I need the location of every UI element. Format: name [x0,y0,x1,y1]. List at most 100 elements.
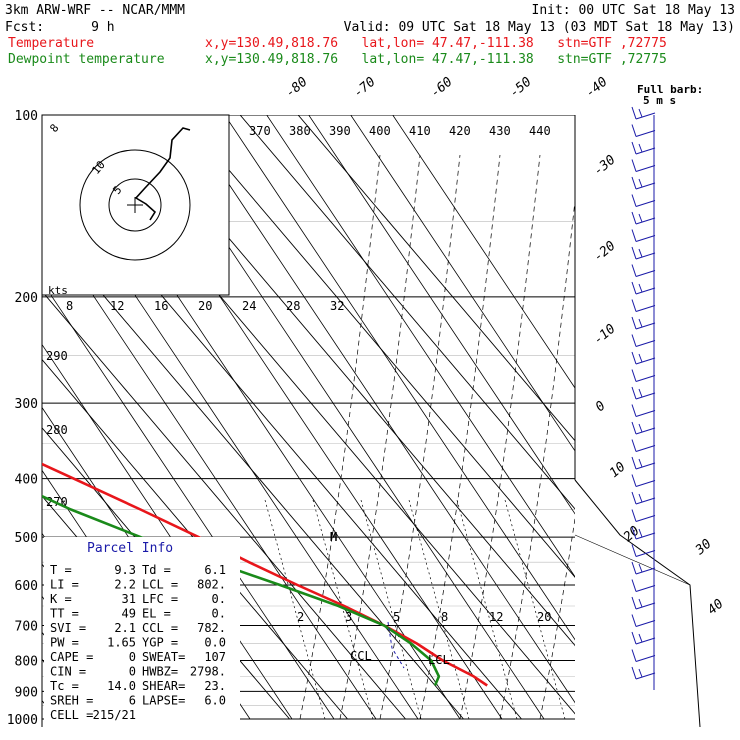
wind-barb-staff [635,112,656,120]
parcel-label-right: LFC = [142,592,178,606]
parcel-label-right: Td = [142,563,171,577]
dewpoint-profile [42,494,441,687]
moist-adiabat-line [539,516,575,720]
wind-barb-half [638,318,643,328]
wind-barb-flag [631,474,637,487]
theta-label: 400 [369,124,391,138]
wind-barb-flag [631,281,637,295]
mixing-ratio-label: 20 [537,610,551,624]
isotherm-label: 30 [692,536,715,558]
isotherm-label: 20 [621,523,643,545]
parcel-value-left: 0 [129,665,136,679]
wind-barb-flag [631,106,637,120]
isotherm-label: -10 [591,321,619,348]
parcel-info-row: T = 9.3 Td = 6.1 [50,563,226,577]
wind-barb-flag [631,124,637,137]
theta-label: 430 [489,124,511,138]
wind-barb-flag [631,246,637,260]
wind-barb-half [638,108,643,118]
wind-barb-flag [631,666,637,680]
dry-adiabat-line [266,115,575,578]
wind-barb-staff [635,217,656,225]
wind-barb-flag [631,649,637,662]
wind-barb-flag [631,456,637,470]
pressure-label: 1000 [7,713,38,728]
wind-barb-flag [631,369,637,382]
wind-barb-flag [631,491,637,505]
wind-barb-staff [635,585,656,592]
wind-barb-flag [631,211,637,225]
parcel-label-right: HWBZ= [142,665,178,679]
barb-unit-note: 5 m s [643,94,676,107]
dry-adiabat-line [392,115,575,389]
parcel-value-left: 49 [122,607,136,621]
parcel-info-row: SVI = 2.1 CCL = 782. [50,621,226,635]
pressure-label: 400 [15,473,38,488]
wind-barb-staff [635,200,656,207]
wind-barb-staff [635,620,656,627]
wind-barb-flag [631,299,637,312]
dry-adiabat-line [308,115,575,515]
wind-barbs [631,106,656,690]
isotherm-label: -20 [591,238,619,265]
parcel-info-row: CIN = 0 HWBZ= 2798. [50,665,226,679]
wind-barb-half [638,283,643,293]
parcel-label-left: CAPE = [50,650,93,664]
legend-dewpoint: Dewpoint temperature [8,52,165,67]
wind-barb-flag [631,176,637,190]
isotherm-line [42,222,464,720]
isotherm-line [42,290,406,720]
wind-barb-flag [631,351,637,365]
wind-barb-flag [631,229,637,242]
hodograph-ring [108,178,162,232]
hodo-speed-label: 20 [198,299,212,313]
parcel-label-right: EL = [142,607,171,621]
parcel-info-row: Tc = 14.0 SHEAR= 23. [50,679,226,693]
wind-barb-flag [631,316,637,330]
mixing-ratio-line [264,499,326,720]
right-skew-frame [574,479,701,728]
wind-barb-half [638,633,643,643]
parcel-value-left: 2.2 [114,578,136,592]
mixing-ratio-line [408,499,470,720]
parcel-info-box: Parcel Info T = 9.3 Td = 6.1 LI = 2.2 LCL = 802… [44,537,240,727]
pressure-label: 600 [15,579,38,594]
pressure-label: 200 [15,291,38,306]
mixing-ratio-label: 3 [345,610,352,624]
wind-barb-flag [631,561,637,575]
legend-temperature: Temperature [8,36,94,51]
wind-barb-staff [635,287,656,295]
wind-barb-half [638,563,643,573]
isotherm-label: -60 [428,74,456,101]
wind-barb-half [638,248,643,258]
parcel-value-right: 0.0 [204,636,226,650]
parcel-value-left: 9.3 [114,563,136,577]
parcel-label-left: K = [50,592,72,606]
wind-barb-staff [635,252,656,260]
mixing-ratio-label: 8 [441,610,448,624]
wind-barb-staff [635,392,656,400]
wind-barb-flag [631,526,637,540]
wind-barb-staff [635,322,656,330]
parcel-label-right: CCL = [142,621,178,635]
wind-barb-staff [635,165,656,172]
moist-adiabat-line [499,197,575,720]
wind-barb-flag [631,264,637,277]
wind-barb-half [638,423,643,433]
wind-barb-staff [635,130,656,137]
theta-side-label: 290 [46,349,68,363]
parcel-label-left: PW = [50,636,79,650]
wind-barb-flag [631,631,637,645]
theta-label: 370 [249,124,271,138]
parcel-value-left: 1.65 [107,636,136,650]
theta-label: 390 [329,124,351,138]
isotherm-line [239,115,575,510]
pressure-label: 700 [15,619,38,634]
theta-label: 410 [409,124,431,138]
parcel-value-left: 6 [129,694,136,708]
parcel-label-left: TT = [50,607,79,621]
wind-barb-flag [631,334,637,347]
isotherm-label: -40 [583,74,611,101]
parcel-label-left: SVI = [50,621,86,635]
